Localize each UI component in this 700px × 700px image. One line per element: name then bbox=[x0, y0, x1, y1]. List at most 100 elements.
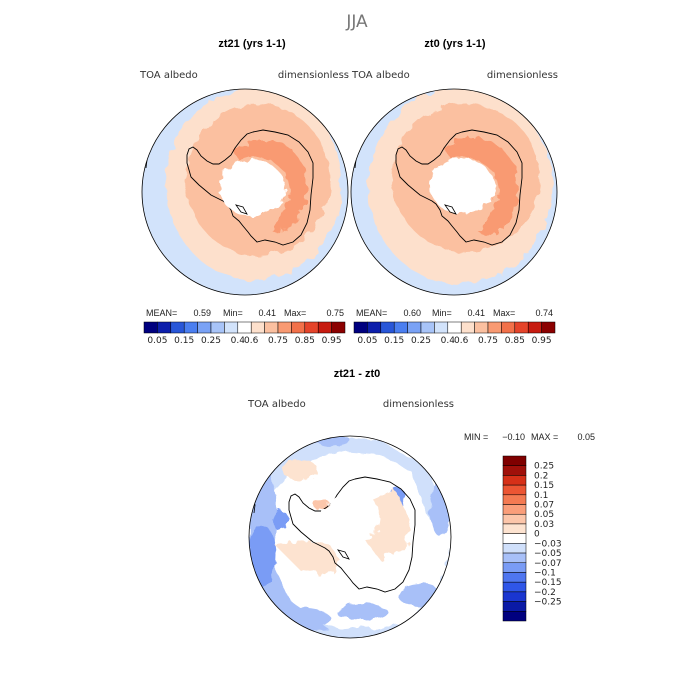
colorbar-tick-label: 0.25 bbox=[534, 462, 554, 472]
colorbar-swatch bbox=[502, 591, 527, 602]
colorbar-tick-label: −0.25 bbox=[534, 598, 562, 608]
ice-sheet-max-zone bbox=[233, 140, 307, 234]
colorbar-tick-label: 0.2 bbox=[534, 471, 548, 481]
stats-line: MEAN= 0.60 Min= 0.41 Max= 0.74 bbox=[356, 308, 553, 318]
colorbar-swatch bbox=[502, 513, 527, 525]
colorbar-tick-label: 0.85 bbox=[505, 336, 525, 346]
panel-zt21: zt21 (yrs 1-1) TOA albedo dimensionless … bbox=[139, 38, 349, 346]
colorbar-tick-label: 0.1 bbox=[534, 491, 548, 501]
colorbar-swatch bbox=[502, 581, 527, 593]
colorbar-swatch bbox=[502, 611, 527, 622]
colorbar-tick-label: 0.03 bbox=[534, 520, 554, 530]
colorbar: 0.05 0.15 0.25 0.4 0.6 0.75 0.85 0.95 bbox=[143, 321, 346, 346]
colorbar-swatch bbox=[502, 455, 527, 466]
max-value: 0.05 bbox=[577, 432, 595, 442]
colorbar-swatch bbox=[501, 321, 516, 334]
colorbar-swatch bbox=[157, 321, 172, 334]
colorbar-tick-label: 0 bbox=[534, 530, 540, 540]
colorbar-swatch bbox=[502, 504, 527, 515]
colorbar-swatch bbox=[502, 552, 527, 564]
colorbar: 0.250.20.150.10.070.050.030−0.03−0.05−0.… bbox=[502, 455, 562, 622]
map-border bbox=[141, 88, 349, 296]
colorbar-swatch bbox=[502, 494, 527, 505]
max-value: 0.75 bbox=[326, 308, 344, 318]
colorbar-tick-label: 0.15 bbox=[534, 481, 554, 491]
min-label: MIN = bbox=[464, 432, 488, 442]
colorbar-tick-label: −0.15 bbox=[534, 578, 562, 588]
colorbar-swatch bbox=[502, 601, 527, 612]
min-label: Min= bbox=[223, 308, 243, 318]
polar-missing-data bbox=[324, 491, 380, 543]
colorbar-tick-label: 0.4 bbox=[231, 336, 246, 346]
min-value: −0.10 bbox=[502, 432, 525, 442]
colorbar-swatch bbox=[474, 321, 489, 334]
colorbar-swatch bbox=[502, 543, 527, 554]
mean-value: 0.60 bbox=[403, 308, 421, 318]
colorbar-swatch bbox=[210, 321, 225, 334]
ice-shelf-outline bbox=[444, 204, 457, 215]
colorbar-tick-label: 0.95 bbox=[322, 336, 342, 346]
colorbar-swatch bbox=[447, 321, 462, 334]
min-value: 0.41 bbox=[258, 308, 276, 318]
ice-shelf-outline bbox=[337, 549, 350, 560]
colorbar-tick-label: 0.6 bbox=[454, 336, 469, 346]
colorbar-swatch bbox=[143, 321, 158, 334]
colorbar-swatch bbox=[502, 533, 527, 544]
colorbar-tick-label: 0.05 bbox=[147, 336, 167, 346]
colorbar-tick-label: −0.05 bbox=[534, 549, 562, 559]
max-label: Max= bbox=[284, 308, 306, 318]
mean-value: 0.59 bbox=[193, 308, 211, 318]
colorbar-tick-label: 0.05 bbox=[357, 336, 377, 346]
colorbar-swatch bbox=[527, 321, 542, 334]
panel-title: zt0 (yrs 1-1) bbox=[424, 38, 485, 50]
colorbar-swatch bbox=[420, 321, 435, 334]
max-value: 0.74 bbox=[535, 308, 553, 318]
colorbar-swatch bbox=[434, 321, 449, 334]
panel-title: zt21 - zt0 bbox=[334, 368, 380, 380]
colorbar-swatch bbox=[502, 523, 527, 534]
min-value: 0.41 bbox=[467, 308, 485, 318]
map-border bbox=[248, 435, 452, 639]
colorbar-swatch bbox=[407, 321, 422, 334]
colorbar-swatch bbox=[514, 321, 529, 334]
polar-missing-data bbox=[219, 160, 285, 216]
max-label: MAX = bbox=[531, 432, 558, 442]
colorbar-tick-label: 0.07 bbox=[534, 501, 554, 511]
colorbar-swatch bbox=[502, 572, 527, 583]
colorbar-swatch bbox=[264, 321, 279, 334]
map-border bbox=[350, 88, 558, 296]
colorbar-swatch bbox=[170, 321, 185, 334]
mean-label: MEAN= bbox=[146, 308, 177, 318]
colorbar-tick-label: 0.75 bbox=[478, 336, 498, 346]
colorbar-swatch bbox=[502, 475, 527, 486]
colorbar-tick-label: 0.25 bbox=[411, 336, 431, 346]
min-label: Min= bbox=[432, 308, 452, 318]
colorbar-tick-label: 0.75 bbox=[268, 336, 288, 346]
colorbar-swatch bbox=[304, 321, 319, 334]
variable-label: TOA albedo bbox=[247, 399, 306, 410]
ice-shelf-outline bbox=[235, 204, 248, 215]
colorbar-swatch bbox=[237, 321, 252, 334]
colorbar-tick-label: 0.25 bbox=[201, 336, 221, 346]
polar-map bbox=[142, 89, 348, 295]
colorbar-tick-label: 0.6 bbox=[244, 336, 259, 346]
colorbar-swatch bbox=[502, 465, 527, 476]
colorbar-swatch bbox=[317, 321, 332, 334]
max-label: Max= bbox=[493, 308, 515, 318]
units-label: dimensionless bbox=[487, 70, 558, 81]
colorbar-swatch bbox=[331, 321, 346, 334]
colorbar-swatch bbox=[393, 321, 408, 334]
ice-sheet-max-zone bbox=[444, 138, 518, 236]
colorbar-swatch bbox=[224, 321, 239, 334]
colorbar-swatch bbox=[502, 562, 527, 573]
colorbar-swatch bbox=[197, 321, 212, 334]
colorbar-swatch bbox=[502, 484, 527, 496]
colorbar-tick-label: −0.1 bbox=[534, 568, 556, 578]
colorbar-tick-label: 0.15 bbox=[174, 336, 194, 346]
colorbar-tick-label: 0.95 bbox=[532, 336, 552, 346]
colorbar-swatch bbox=[487, 321, 502, 334]
units-label: dimensionless bbox=[383, 399, 454, 410]
polar-map bbox=[351, 89, 557, 295]
colorbar-swatch bbox=[541, 321, 556, 334]
